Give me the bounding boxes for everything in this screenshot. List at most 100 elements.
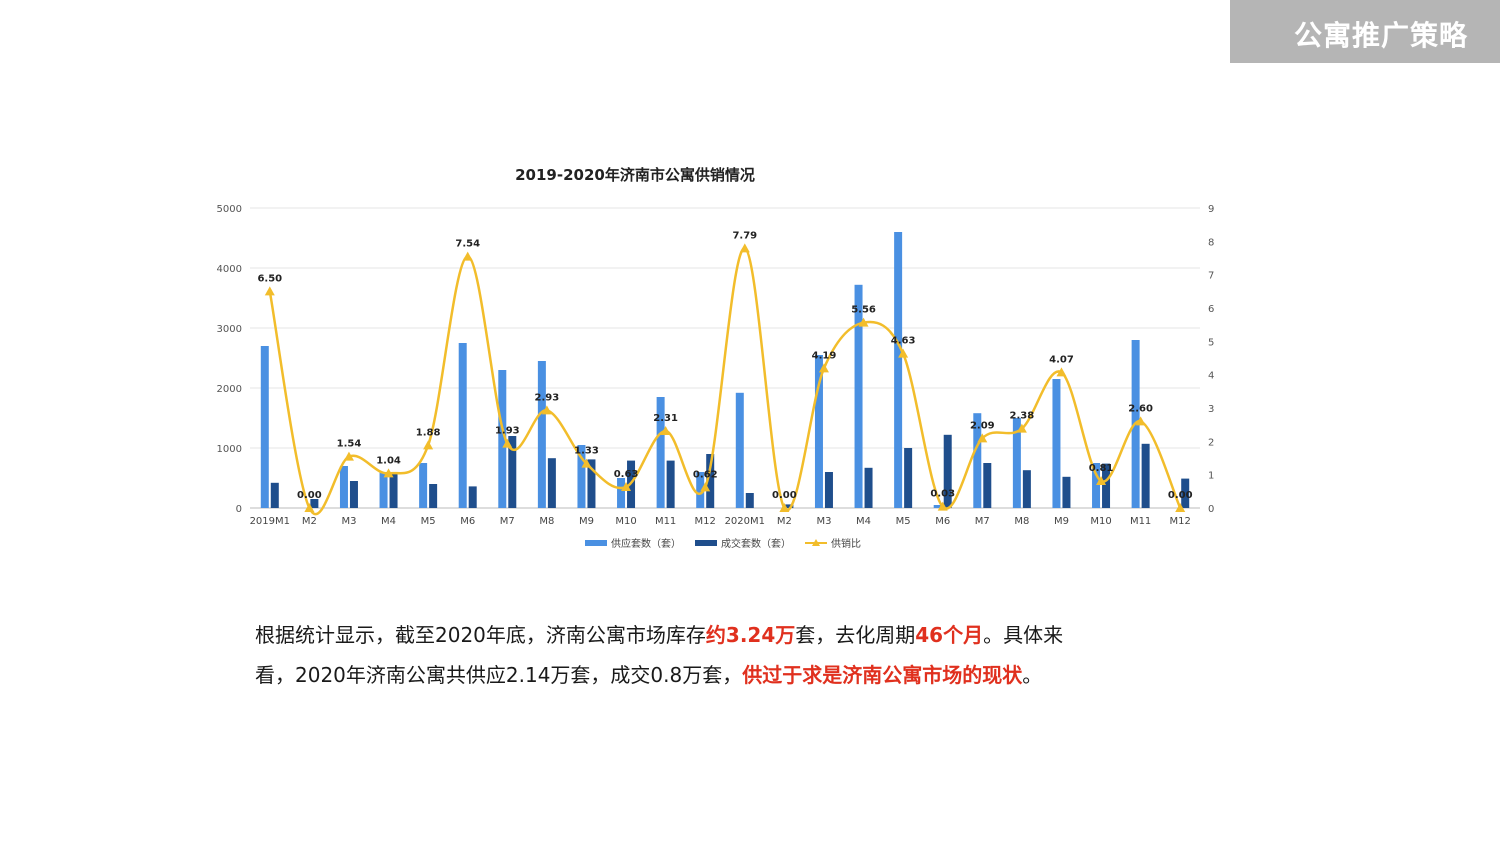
supply-bar — [260, 346, 269, 508]
legend-ratio-marker — [812, 539, 820, 546]
supply-bar — [735, 392, 744, 508]
y-left-tick-label: 3000 — [217, 324, 242, 335]
x-tick-label: M9 — [1054, 516, 1069, 527]
x-tick-label: M2 — [302, 516, 317, 527]
y-left-tick-label: 2000 — [217, 384, 242, 395]
x-tick-label: M2 — [777, 516, 792, 527]
ratio-data-label: 5.56 — [851, 305, 876, 316]
supply-bar — [1052, 379, 1061, 508]
supply-bar — [339, 466, 348, 508]
ratio-marker — [1016, 423, 1027, 433]
supply-bar — [933, 505, 942, 508]
supply-bar — [973, 413, 982, 508]
y-right-tick-label: 4 — [1208, 371, 1214, 382]
ratio-marker — [581, 458, 592, 468]
ratio-marker — [898, 348, 909, 358]
sales-bar — [666, 460, 675, 508]
x-tick-label: M7 — [975, 516, 990, 527]
sales-bar — [468, 486, 477, 508]
ratio-marker — [660, 426, 671, 435]
ratio-data-label: 2.31 — [653, 413, 678, 424]
ratio-marker — [502, 438, 513, 448]
sales-bar — [389, 473, 398, 508]
summary-seg: 看，2020年济南公寓共供应2.14万套，成交0.8万套， — [255, 663, 743, 687]
ratio-marker — [541, 405, 552, 415]
ratio-marker — [343, 451, 354, 461]
ratio-data-label: 0.03 — [930, 489, 955, 500]
ratio-data-label: 0.81 — [1089, 463, 1114, 474]
x-tick-label: M3 — [341, 516, 356, 527]
x-tick-label: M12 — [695, 516, 716, 527]
cycle-highlight: 46个月 — [915, 623, 984, 647]
sales-bar — [745, 493, 754, 508]
ratio-data-label: 1.93 — [495, 426, 520, 437]
ratio-marker — [1135, 416, 1146, 426]
sales-bar — [310, 499, 319, 508]
legend-supply-label: 供应套数（套） — [611, 537, 681, 550]
header-tab: 公寓推广策略 — [1230, 0, 1500, 63]
supply-bar — [1012, 418, 1021, 508]
ratio-marker — [937, 501, 948, 511]
y-right-tick-label: 8 — [1208, 237, 1214, 248]
legend-sales-label: 成交套数（套） — [721, 537, 791, 550]
sales-bar — [1181, 478, 1190, 508]
supply-bar — [854, 284, 863, 508]
sales-bar — [824, 472, 833, 508]
supply-sales-chart: 2019-2020年济南市公寓供销情况 0 1000 2000 3000 4000 5000… — [217, 166, 1215, 550]
ratio-data-label: 7.79 — [732, 230, 757, 241]
y-right-tick-label: 1 — [1208, 471, 1214, 482]
ratio-data-label: 4.63 — [891, 336, 916, 347]
sales-bar — [270, 482, 279, 508]
sales-bar — [904, 448, 913, 508]
supply-bar — [379, 472, 388, 508]
ratio-data-label: 1.04 — [376, 455, 401, 466]
summary-seg: 。 — [1022, 663, 1043, 687]
sales-bar — [943, 434, 952, 508]
y-right-tick-label: 5 — [1208, 337, 1214, 348]
supply-bar — [1092, 463, 1101, 508]
ratio-marker — [739, 243, 750, 253]
y-left-tick-label: 0 — [236, 504, 242, 515]
supply-bar — [656, 397, 665, 508]
x-tick-label: M10 — [615, 516, 636, 527]
y-right-tick-label: 9 — [1208, 204, 1214, 215]
ratio-marker — [1175, 503, 1186, 512]
x-tick-label: M9 — [579, 516, 594, 527]
y-left-tick-label: 4000 — [217, 264, 242, 275]
x-tick-label: M4 — [856, 516, 871, 527]
ratio-marker — [700, 482, 711, 492]
ratio-data-label: 6.50 — [257, 273, 282, 284]
ratio-data-label: 2.93 — [535, 392, 560, 403]
ratio-marker — [264, 286, 275, 296]
sales-bar — [706, 454, 715, 508]
x-tick-label: M11 — [1130, 516, 1151, 527]
sales-bar — [864, 467, 873, 508]
y-right-tick-label: 7 — [1208, 271, 1214, 282]
ratio-marker — [462, 251, 473, 261]
ratio-marker — [818, 363, 829, 373]
x-tick-label: 2019M1 — [250, 516, 290, 527]
x-tick-label: 2020M1 — [725, 516, 765, 527]
sales-bar — [349, 481, 358, 508]
x-tick-label: M10 — [1090, 516, 1111, 527]
y-right-tick-label: 2 — [1208, 437, 1214, 448]
supply-bar — [814, 355, 823, 508]
y-left-tick-label: 1000 — [217, 444, 242, 455]
x-tick-label: M7 — [500, 516, 515, 527]
sales-bar — [983, 463, 992, 508]
supply-bar — [577, 445, 586, 508]
sales-bar — [508, 436, 517, 508]
summary-seg: 。具体来 — [983, 623, 1064, 647]
supply-bar — [537, 361, 546, 508]
ratio-data-label: 2.60 — [1128, 403, 1153, 414]
conclusion-highlight: 供过于求是济南公寓市场的现状 — [742, 663, 1023, 687]
summary-line-2: 看，2020年济南公寓共供应2.14万套，成交0.8万套，供过于求是济南公寓市场… — [255, 655, 1215, 695]
y-right-tick-label: 0 — [1208, 504, 1214, 515]
x-tick-label: M6 — [460, 516, 475, 527]
x-tick-label: M11 — [655, 516, 676, 527]
summary-seg: 套，去化周期 — [795, 623, 916, 647]
ratio-data-label: 7.54 — [455, 239, 480, 250]
ratio-data-label: 4.07 — [1049, 354, 1074, 365]
supply-bar — [419, 463, 428, 508]
ratio-data-label: 2.09 — [970, 420, 995, 431]
